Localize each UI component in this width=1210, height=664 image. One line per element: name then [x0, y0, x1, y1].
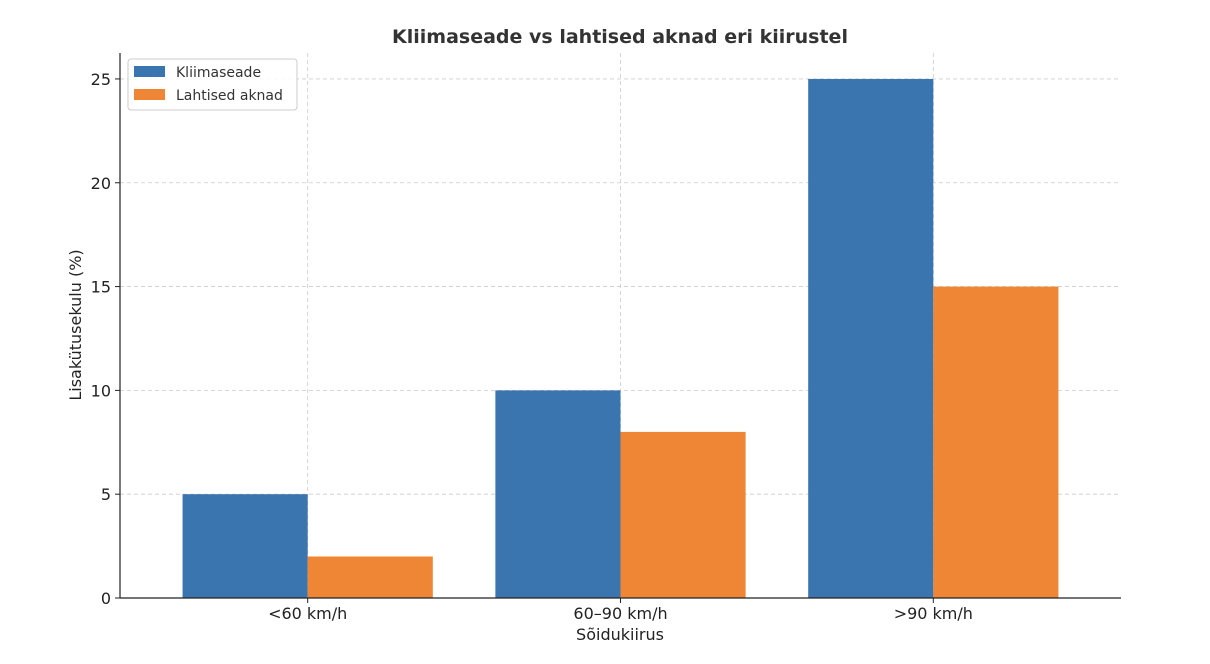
y-ticks: 0 5 10 15 20 25: [91, 70, 120, 608]
legend-box: [127, 58, 298, 111]
legend-label-lahtised-aknad: Lahtised aknad: [176, 88, 283, 104]
legend-label-kliimaseade: Kliimaseade: [176, 65, 261, 81]
legend-swatch-lahtised-aknad: [134, 89, 165, 100]
bars: [182, 78, 1059, 598]
bar-kliimaseade-0: [182, 494, 308, 598]
y-tick-label: 25: [91, 70, 111, 89]
x-tick-label: 60–90 km/h: [573, 604, 667, 623]
bar-kliimaseade-2: [808, 78, 934, 598]
bar-lahtised-aknad-2: [933, 286, 1059, 598]
y-tick-label: 15: [91, 278, 111, 297]
x-axis-label: Sõidukiirus: [576, 625, 664, 644]
x-tick-label: >90 km/h: [894, 604, 973, 623]
legend: Kliimaseade Lahtised aknad: [127, 58, 298, 111]
x-tick-label: <60 km/h: [268, 604, 347, 623]
y-tick-label: 10: [91, 381, 111, 400]
bar-kliimaseade-1: [495, 390, 621, 598]
bar-lahtised-aknad-1: [620, 431, 746, 598]
legend-swatch-kliimaseade: [134, 66, 165, 77]
y-tick-label: 0: [101, 589, 111, 608]
y-axis-label: Lisakütusekulu (%): [66, 249, 85, 400]
bar-lahtised-aknad-0: [307, 556, 433, 598]
chart-title: Kliimaseade vs lahtised aknad eri kiirus…: [392, 26, 848, 48]
y-tick-label: 5: [101, 485, 111, 504]
y-tick-label: 20: [91, 174, 111, 193]
x-ticks: <60 km/h 60–90 km/h >90 km/h: [268, 598, 973, 623]
